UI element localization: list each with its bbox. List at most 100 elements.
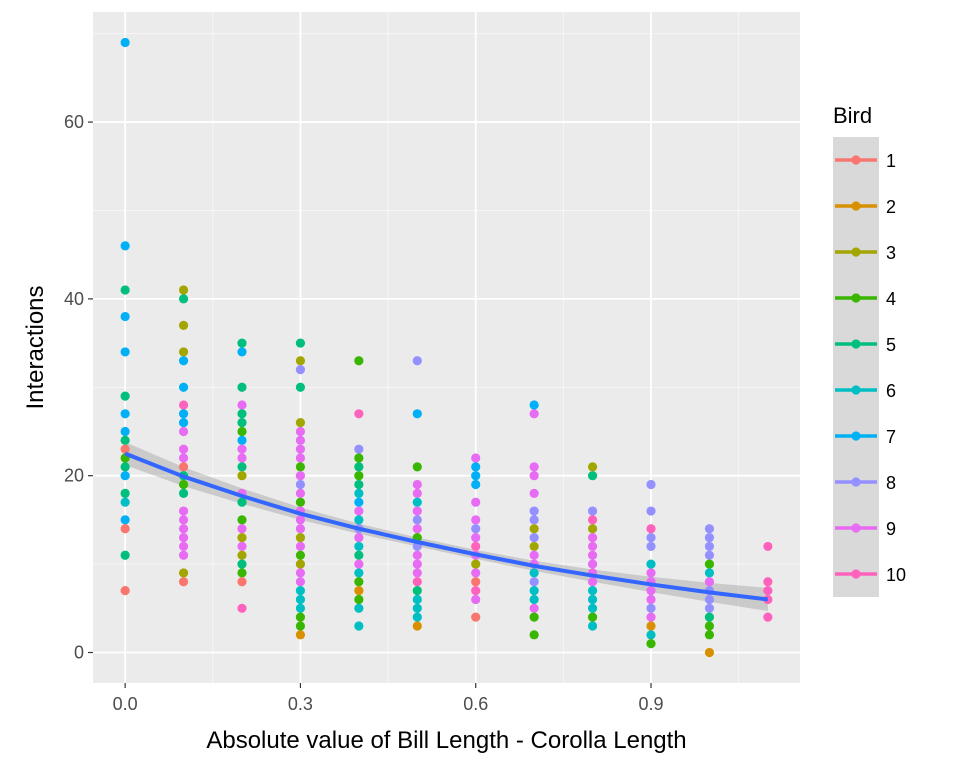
trend-line: [124, 451, 769, 602]
data-point: [471, 453, 481, 463]
legend-key-point: [851, 247, 861, 257]
data-point: [704, 532, 715, 543]
data-point: [646, 594, 656, 605]
data-point: [237, 347, 247, 357]
data-point: [471, 594, 481, 605]
data-point: [704, 568, 715, 578]
data-point: [178, 532, 189, 543]
data-point: [178, 479, 189, 490]
legend-label: 9: [886, 519, 896, 539]
data-point: [646, 603, 656, 613]
data-point: [471, 471, 481, 481]
data-point: [529, 612, 539, 622]
data-point: [354, 471, 364, 481]
y-tick-label: 20: [64, 466, 84, 486]
legend-key-point: [851, 523, 861, 533]
data-point: [178, 541, 189, 552]
legend-title: Bird: [833, 103, 872, 128]
data-point: [587, 577, 598, 587]
data-point: [471, 541, 481, 552]
data-point: [412, 577, 422, 587]
data-point: [178, 453, 189, 463]
data-point: [354, 409, 364, 419]
data-point: [178, 462, 189, 472]
data-point: [295, 621, 306, 631]
data-point: [237, 603, 247, 613]
data-point: [471, 524, 481, 534]
data-point: [295, 532, 306, 543]
data-point: [178, 488, 189, 498]
data-point: [237, 418, 247, 428]
y-axis-ticks: 0 20 40 60: [64, 112, 93, 663]
x-tick-label: 0.6: [463, 694, 488, 714]
data-point: [237, 497, 247, 507]
data-point: [412, 603, 422, 613]
data-point: [354, 497, 364, 507]
data-point: [178, 285, 189, 295]
legend-key-point: [851, 431, 861, 441]
legend-key-point: [851, 293, 861, 303]
data-point: [412, 586, 422, 596]
data-point: [587, 594, 598, 605]
data-point: [120, 347, 130, 357]
data-point: [354, 621, 364, 631]
data-point: [471, 462, 481, 472]
data-point: [178, 426, 189, 437]
data-point: [471, 532, 481, 543]
data-point: [354, 453, 364, 463]
x-tick-label: 0.0: [113, 694, 138, 714]
legend-label: 7: [886, 427, 896, 447]
data-point: [237, 400, 247, 410]
data-point: [646, 639, 656, 649]
data-point: [120, 488, 130, 498]
data-point: [646, 541, 656, 552]
data-point: [587, 532, 598, 543]
data-point: [295, 426, 306, 437]
trend-confidence-band: [125, 442, 768, 611]
data-point: [295, 568, 306, 578]
data-point: [120, 426, 130, 437]
plot-panel: [93, 12, 800, 683]
data-point: [412, 594, 422, 605]
data-points: [120, 37, 773, 658]
data-point: [237, 541, 247, 552]
data-point: [178, 524, 189, 534]
data-point: [295, 594, 306, 605]
data-point: [763, 586, 773, 596]
data-point: [471, 568, 481, 578]
data-point: [354, 586, 364, 596]
data-point: [704, 621, 715, 631]
data-point: [412, 550, 422, 560]
data-point: [354, 550, 364, 560]
data-point: [529, 515, 539, 525]
data-point: [646, 479, 656, 490]
data-point: [529, 400, 539, 410]
legend-item: 2: [833, 183, 896, 229]
y-tick-label: 40: [64, 289, 84, 309]
data-point: [178, 356, 189, 366]
data-point: [295, 462, 306, 472]
data-point: [587, 541, 598, 552]
data-point: [704, 577, 715, 587]
data-point: [529, 568, 539, 578]
data-point: [412, 524, 422, 534]
data-point: [529, 577, 539, 587]
legend-key-point: [851, 477, 861, 487]
data-point: [354, 356, 364, 366]
data-point: [529, 550, 539, 560]
data-point: [412, 568, 422, 578]
data-point: [354, 488, 364, 498]
data-point: [120, 409, 130, 419]
data-point: [237, 524, 247, 534]
data-point: [704, 559, 715, 569]
data-point: [471, 497, 481, 507]
data-point: [178, 382, 189, 392]
data-point: [354, 577, 364, 587]
data-point: [704, 647, 715, 658]
data-point: [529, 462, 539, 472]
data-point: [295, 365, 306, 375]
data-point: [471, 586, 481, 596]
data-point: [295, 559, 306, 569]
legend-item: 10: [833, 551, 906, 597]
data-point: [529, 532, 539, 543]
